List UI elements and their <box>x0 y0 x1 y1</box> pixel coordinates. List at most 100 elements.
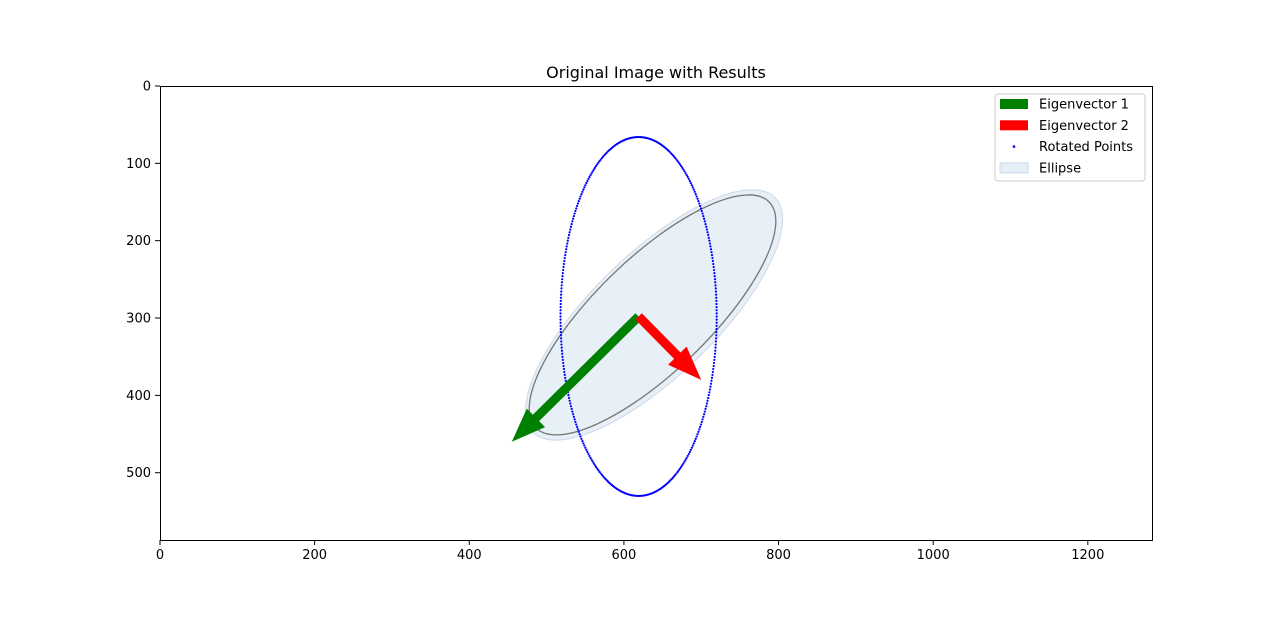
x-axis: 0 200 400 600 800 1000 1200 <box>156 540 1104 563</box>
rotated-point <box>714 349 717 352</box>
rotated-point <box>702 413 706 416</box>
rotated-point <box>584 446 587 449</box>
rotated-point <box>596 163 599 166</box>
rotated-point <box>560 340 563 343</box>
rotated-point <box>564 251 567 254</box>
rotated-point <box>559 305 562 309</box>
legend-swatch <box>1000 99 1028 109</box>
rotated-point <box>681 464 684 467</box>
rotated-point <box>691 186 694 189</box>
rotated-point <box>583 186 586 189</box>
rotated-point <box>699 425 702 429</box>
rotated-point <box>581 190 584 193</box>
x-tick-label: 200 <box>302 548 327 563</box>
rotated-point <box>712 364 715 368</box>
rotated-point <box>711 370 714 374</box>
rotated-point <box>688 450 691 454</box>
rotated-point <box>681 166 684 169</box>
rotated-point <box>701 212 704 215</box>
rotated-point <box>575 207 578 210</box>
rotated-point <box>696 433 699 436</box>
rotated-point <box>695 195 698 198</box>
rotated-point <box>715 296 718 299</box>
rotated-point <box>712 268 716 272</box>
rotated-point <box>559 327 562 331</box>
rotated-point <box>592 462 595 465</box>
rotated-point <box>577 430 580 433</box>
rotated-point <box>602 475 605 478</box>
rotated-point <box>678 163 682 166</box>
rotated-point <box>715 312 718 315</box>
rotated-point <box>561 275 564 278</box>
y-axis: 0 100 200 300 400 500 <box>126 80 160 481</box>
rotated-point <box>569 405 573 408</box>
rotated-point <box>573 418 576 421</box>
rotated-point <box>710 254 714 257</box>
rotated-point <box>559 337 563 340</box>
rotated-point <box>559 312 562 315</box>
legend-swatch <box>1000 120 1028 131</box>
rotated-point <box>706 399 709 402</box>
rotated-point <box>572 413 575 416</box>
rotated-point <box>561 271 564 275</box>
rotated-point <box>566 242 569 245</box>
plot-marks <box>511 135 784 498</box>
rotated-point <box>579 195 582 198</box>
rotated-point <box>706 231 709 234</box>
rotated-point <box>705 402 709 405</box>
x-tick-label: 0 <box>156 548 164 563</box>
rotated-point <box>589 456 592 459</box>
rotated-point <box>711 373 714 376</box>
rotated-point <box>711 259 714 263</box>
rotated-point <box>688 179 691 183</box>
rotated-point <box>592 168 595 171</box>
rotated-point <box>676 159 679 163</box>
rotated-point <box>564 376 567 379</box>
rotated-point <box>708 239 711 242</box>
rotated-point <box>597 161 600 164</box>
rotated-point <box>559 309 562 312</box>
rotated-point <box>559 321 562 324</box>
rotated-point <box>597 469 600 472</box>
rotated-point <box>710 251 713 254</box>
rotated-point <box>691 444 694 447</box>
rotated-point <box>683 460 686 463</box>
rotated-point <box>594 164 598 168</box>
legend-label: Eigenvector 1 <box>1039 98 1129 113</box>
rotated-point <box>707 396 710 400</box>
rotated-point <box>704 407 707 410</box>
rotated-point <box>598 159 601 163</box>
rotated-point <box>715 315 718 318</box>
rotated-point <box>563 259 566 263</box>
rotated-point <box>559 296 563 299</box>
rotated-point <box>686 454 689 458</box>
rotated-points <box>559 135 718 498</box>
rotated-point <box>676 470 679 473</box>
rotated-point <box>573 212 576 215</box>
rotated-point <box>583 444 586 447</box>
rotated-point <box>565 245 568 248</box>
rotated-point <box>677 161 680 164</box>
rotated-point <box>714 281 717 284</box>
rotated-point <box>689 448 692 451</box>
rotated-point <box>711 256 714 260</box>
rotated-point <box>672 155 676 158</box>
rotated-point <box>707 236 710 239</box>
rotated-point <box>690 446 693 449</box>
rotated-point <box>584 184 587 187</box>
rotated-point <box>699 204 702 208</box>
rotated-point <box>684 458 687 461</box>
rotated-point <box>576 428 580 431</box>
rotated-point <box>712 265 715 269</box>
rotated-point <box>561 278 564 281</box>
rotated-point <box>715 293 718 296</box>
legend-swatch <box>999 162 1029 174</box>
rotated-point <box>562 265 565 269</box>
rotated-point <box>715 327 718 331</box>
rotated-point <box>692 188 695 191</box>
rotated-point <box>714 346 717 349</box>
rotated-point <box>559 293 563 296</box>
rotated-point <box>705 228 709 231</box>
rotated-point <box>562 361 565 365</box>
